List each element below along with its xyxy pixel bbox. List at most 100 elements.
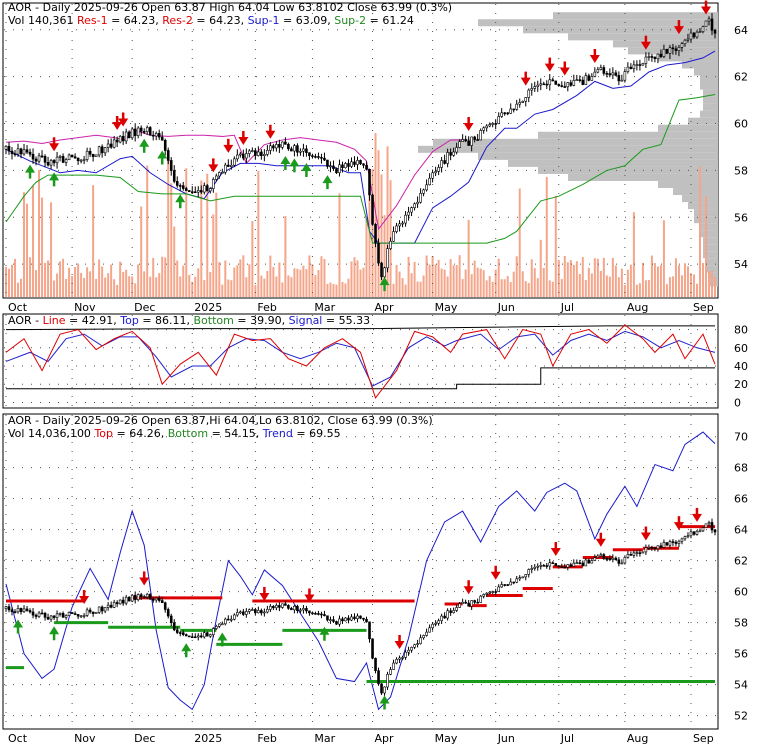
profile-bar <box>538 131 718 139</box>
p1-candle-body <box>359 160 362 165</box>
volume-bar <box>149 276 152 297</box>
profile-bar <box>538 166 718 174</box>
p1-candle-body <box>311 155 314 157</box>
panel2-line-label: Line <box>43 314 66 327</box>
p1-candle-body <box>13 153 17 156</box>
volume-bar <box>464 269 467 297</box>
volume-bar <box>182 265 185 297</box>
volume-bar <box>620 268 623 297</box>
volume-bar <box>323 259 326 297</box>
volume-bar <box>344 283 347 297</box>
p3-candle-body <box>662 542 666 548</box>
buy-arrow <box>217 632 228 641</box>
p3-candle-body <box>299 609 302 612</box>
p1-candle-body <box>644 56 648 64</box>
p1-candle-body <box>398 223 401 227</box>
p3-candle-body <box>175 629 179 633</box>
p1-candle-body <box>46 162 50 166</box>
volume-bar <box>437 259 440 297</box>
volume-bar <box>59 261 62 297</box>
p1-candle-body <box>629 66 633 69</box>
p1-candle-body <box>344 163 347 169</box>
p3-candle-body <box>479 595 482 603</box>
p1-candle-body <box>218 172 221 177</box>
p1-candle-body <box>124 131 128 142</box>
volume-bar <box>230 280 233 297</box>
volume-bar <box>65 278 68 297</box>
x-tick-label: Aug <box>627 732 648 745</box>
volume-bar <box>458 255 461 297</box>
volume-bar <box>614 265 617 297</box>
y-tick-label: 40 <box>734 360 748 373</box>
p3-candle-body <box>572 562 576 567</box>
p3-candle-body <box>97 606 101 613</box>
p3-candle-body <box>590 560 594 564</box>
p1-candle-body <box>121 136 125 142</box>
volume-bar <box>200 180 203 297</box>
panel2-header: AOR - Line = 42.91, Top = 86.11, Bottom … <box>8 314 370 327</box>
volume-bar <box>641 262 644 297</box>
volume-bar <box>209 271 212 297</box>
x-tick-label: Nov <box>74 301 96 314</box>
p1-candle-body <box>67 154 71 160</box>
volume-bar <box>134 283 137 297</box>
p1-candle-body <box>332 165 335 169</box>
x-tick-label: May <box>435 301 458 314</box>
panel3-y-ticks: 70 68 66 64 62 60 58 56 54 52 <box>734 431 748 723</box>
sell-arrow <box>118 118 129 127</box>
p3-candle-body <box>242 611 245 615</box>
p1-candle-body <box>701 26 705 32</box>
volume-bar <box>50 202 53 297</box>
p1-candle-body <box>127 131 131 139</box>
volume-bar <box>221 284 224 297</box>
volume-bar <box>131 276 134 297</box>
p1-candle-body <box>428 177 431 186</box>
p1-candle-body <box>73 156 77 159</box>
profile-bar <box>568 173 718 181</box>
p1-candle-body <box>193 191 197 194</box>
y-tick-label: 20 <box>734 378 748 391</box>
volume-bar <box>80 273 83 297</box>
volume-bar <box>503 279 506 297</box>
p1-candle-body <box>302 148 305 152</box>
p1-candle-body <box>326 159 329 167</box>
profile-bar <box>694 68 718 76</box>
p3-candle-body <box>596 555 600 558</box>
volume-bar <box>419 281 422 297</box>
p1-candle-body <box>542 83 546 86</box>
volume-bar <box>410 273 413 297</box>
p3-candle-body <box>64 615 68 618</box>
y-tick-label: 54 <box>734 258 748 271</box>
p1-candle-body <box>434 171 437 174</box>
p1-candle-body <box>25 149 29 153</box>
p3-candle-body <box>73 613 77 615</box>
volume-bar <box>497 258 500 297</box>
p1-candle-body <box>335 168 338 174</box>
p3-candle-body <box>380 683 383 694</box>
sell-arrow <box>49 143 60 152</box>
p1-candle-body <box>566 82 570 88</box>
p3-candle-body <box>142 596 146 599</box>
profile-bar <box>658 180 718 189</box>
p3-candle-body <box>151 599 155 601</box>
p1-candle-body <box>395 225 398 232</box>
p1-candle-body <box>623 71 627 81</box>
p1-candle-body <box>386 248 389 269</box>
volume-bar <box>146 165 149 297</box>
volume-bar <box>233 267 236 297</box>
volume-bar <box>17 282 20 297</box>
p1-candle-body <box>239 153 242 156</box>
volume-bar <box>152 258 155 297</box>
p1-candle-body <box>308 152 311 156</box>
profile-bar <box>703 89 718 97</box>
volume-bar <box>353 257 356 297</box>
volume-bar <box>26 203 29 297</box>
p3-candle-body <box>443 615 446 619</box>
p3-candle-body <box>338 618 341 625</box>
p3-candle-body <box>353 616 356 620</box>
p1-candle-body <box>76 157 80 162</box>
volume-bar <box>341 281 344 297</box>
p3-candle-body <box>169 615 173 624</box>
p1-candle-body <box>440 160 443 168</box>
p1-candle-body <box>662 48 666 57</box>
